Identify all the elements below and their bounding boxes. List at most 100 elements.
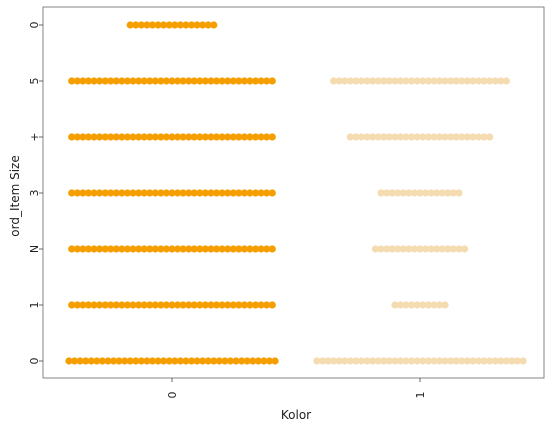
swarm-point: [70, 357, 79, 365]
swarm-point: [112, 77, 120, 85]
swarm-point: [263, 133, 271, 141]
data-points: [65, 21, 527, 365]
swarm-point: [449, 189, 458, 197]
swarm-point: [73, 301, 81, 309]
swarm-point: [257, 77, 265, 85]
swarm-point: [207, 133, 215, 141]
swarm-point: [118, 245, 126, 253]
swarm-point: [388, 189, 396, 197]
swarm-point: [182, 357, 190, 365]
swarm-point: [224, 77, 232, 85]
swarm-point: [101, 77, 109, 85]
swarm-point: [212, 189, 221, 197]
swarm-point: [330, 77, 338, 85]
swarm-point: [513, 357, 522, 365]
swarm-point: [313, 357, 321, 365]
swarm-point: [201, 189, 210, 197]
swarm-point: [129, 189, 137, 197]
swarm-point: [458, 133, 466, 141]
swarm-point: [84, 133, 93, 141]
swarm-point: [90, 245, 98, 253]
swarm-point: [201, 245, 210, 253]
swarm-point: [212, 301, 221, 309]
swarm-point: [438, 245, 446, 253]
swarm-point: [95, 133, 104, 141]
swarm-point: [212, 77, 221, 85]
swarm-point: [491, 77, 499, 85]
swarm-point: [121, 357, 129, 365]
swarm-point: [474, 77, 483, 85]
swarm-point: [224, 189, 232, 197]
swarm-point: [185, 301, 193, 309]
swarm-point: [251, 133, 260, 141]
swarm-point: [260, 357, 268, 365]
swarm-point: [246, 189, 254, 197]
swarm-point: [251, 77, 260, 85]
swarm-point: [240, 189, 249, 197]
swarm-point: [394, 189, 402, 197]
swarm-point: [441, 77, 449, 85]
swarm-point: [112, 245, 120, 253]
swarm-point: [408, 133, 416, 141]
swarm-point: [140, 245, 148, 253]
swarm-point: [218, 301, 226, 309]
swarm-point: [224, 245, 232, 253]
swarm-point: [385, 133, 393, 141]
swarm-point: [101, 245, 109, 253]
swarm-point: [95, 301, 104, 309]
swarm-point: [410, 189, 419, 197]
swarm-point: [357, 133, 366, 141]
swarm-point: [90, 133, 98, 141]
swarm-point: [173, 245, 182, 253]
swarm-point: [112, 189, 120, 197]
swarm-point: [486, 77, 494, 85]
swarm-point: [502, 77, 510, 85]
swarm-point: [246, 245, 254, 253]
swarm-point: [391, 77, 399, 85]
swarm-point: [173, 301, 182, 309]
swarm-point: [257, 133, 265, 141]
swarm-point: [419, 77, 427, 85]
swarm-point: [115, 357, 123, 365]
swarm-point: [218, 77, 226, 85]
swarm-point: [469, 357, 477, 365]
swarm-point: [235, 189, 243, 197]
swarm-point: [229, 301, 237, 309]
swarm-point: [196, 133, 204, 141]
tick-labels: 0 1 N 3 +5 0 0 1: [28, 22, 427, 399]
swarm-point: [73, 133, 81, 141]
swarm-point: [76, 357, 84, 365]
swarm-point: [196, 301, 204, 309]
swarm-point: [235, 133, 243, 141]
swarm-point: [363, 357, 371, 365]
swarm-point: [224, 301, 232, 309]
swarm-point: [123, 77, 132, 85]
swarm-point: [447, 133, 455, 141]
swarm-point: [430, 301, 438, 309]
swarm-point: [157, 245, 165, 253]
swarm-point: [263, 301, 271, 309]
swarm-point: [463, 357, 471, 365]
swarm-point: [324, 357, 332, 365]
swarm-point: [413, 133, 421, 141]
swarm-point: [318, 357, 327, 365]
swarm-point: [469, 77, 477, 85]
swarm-point: [330, 357, 338, 365]
swarm-point: [90, 301, 98, 309]
swarm-point: [447, 77, 455, 85]
swarm-point: [126, 21, 134, 29]
swarm-point: [162, 245, 171, 253]
swarm-point: [132, 357, 140, 365]
swarm-point: [168, 301, 176, 309]
swarm-point: [382, 189, 391, 197]
swarm-point: [382, 245, 391, 253]
swarm-point: [151, 301, 159, 309]
swarm-point: [435, 301, 444, 309]
swarm-point: [246, 301, 254, 309]
swarm-point: [419, 301, 427, 309]
swarm-point: [452, 77, 460, 85]
swarm-point: [118, 77, 126, 85]
swarm-point: [196, 189, 204, 197]
swarm-point: [68, 301, 76, 309]
swarm-point: [171, 357, 179, 365]
